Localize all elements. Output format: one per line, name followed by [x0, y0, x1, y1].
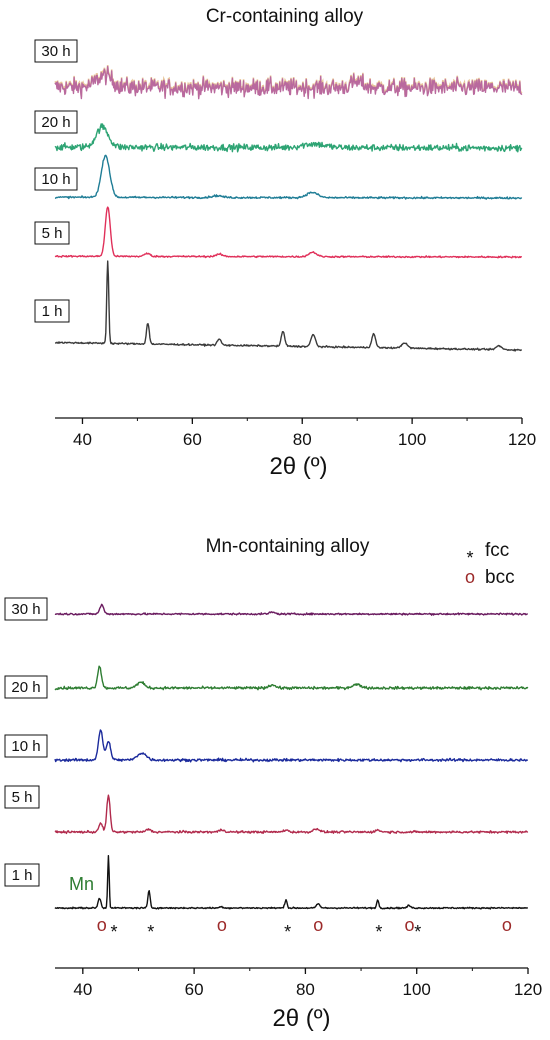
bcc-marker: o [313, 915, 323, 935]
fcc-marker: * [284, 922, 291, 942]
annotation-label: Mn [69, 874, 94, 894]
series-label-box [34, 221, 70, 245]
series-line-20h [54, 665, 529, 691]
legend-label: bcc [485, 567, 515, 588]
series-label-box [4, 785, 40, 809]
fcc-marker: * [147, 922, 154, 942]
x-tick-label: 60 [183, 430, 202, 449]
x-tick-label: 120 [508, 430, 536, 449]
series-line-30h [54, 65, 523, 100]
chart-panel-2: Mn-containing alloy 40 60 80 100 120 2θ (º) 30 … [4, 536, 542, 1032]
legend-symbol: o [465, 567, 475, 587]
chart-panel-1: Cr-containing alloy 40 60 80 100 120 2θ (º) 30 … [34, 6, 536, 480]
chart-title: Cr-containing alloy [206, 6, 364, 27]
x-tick-label: 80 [296, 980, 315, 999]
x-tick-label: 40 [73, 980, 92, 999]
series-line-5h [54, 794, 529, 835]
bcc-marker: o [97, 915, 107, 935]
series-line-10h [54, 729, 529, 763]
series-label: 20 h [41, 114, 70, 131]
bcc-marker: o [502, 915, 512, 935]
series-label-box [4, 675, 48, 699]
series-label-box [34, 299, 70, 323]
chart-title: Mn-containing alloy [206, 536, 370, 557]
series-label-box [4, 734, 48, 758]
series-label: 5 h [12, 789, 33, 806]
series-line-1h [55, 260, 522, 352]
bcc-marker: o [217, 915, 227, 935]
series-line-shadow [54, 65, 523, 98]
series-line-1h [54, 855, 529, 910]
series-label: 1 h [12, 867, 33, 884]
series-label-box [34, 39, 78, 63]
series-label-box [4, 863, 40, 887]
series-line-30h [54, 603, 528, 616]
series-label-box [4, 597, 48, 621]
fcc-marker: * [414, 922, 421, 942]
x-axis-label: 2θ (º) [272, 1005, 330, 1032]
series-label: 1 h [42, 303, 63, 320]
series-line-20h [54, 123, 523, 153]
x-tick-label: 120 [514, 980, 542, 999]
series-label: 10 h [41, 171, 70, 188]
x-tick-label: 60 [185, 980, 204, 999]
x-tick-label: 100 [403, 980, 431, 999]
series-label: 30 h [41, 43, 70, 60]
series-line-10h [54, 154, 523, 200]
series-label: 20 h [11, 679, 40, 696]
fcc-marker: * [110, 922, 117, 942]
x-tick-label: 100 [398, 430, 426, 449]
series-label: 10 h [11, 738, 40, 755]
series-label: 5 h [42, 225, 63, 242]
series-label-box [34, 167, 78, 191]
bcc-marker: o [404, 915, 414, 935]
x-tick-label: 80 [293, 430, 312, 449]
legend-symbol: * [466, 548, 473, 568]
x-tick-label: 40 [73, 430, 92, 449]
x-axis-label: 2θ (º) [269, 453, 327, 480]
series-label-box [34, 110, 78, 134]
fcc-marker: * [375, 922, 382, 942]
legend-label: fcc [485, 540, 509, 561]
series-line-5h [54, 206, 522, 259]
series-label: 30 h [11, 601, 40, 618]
